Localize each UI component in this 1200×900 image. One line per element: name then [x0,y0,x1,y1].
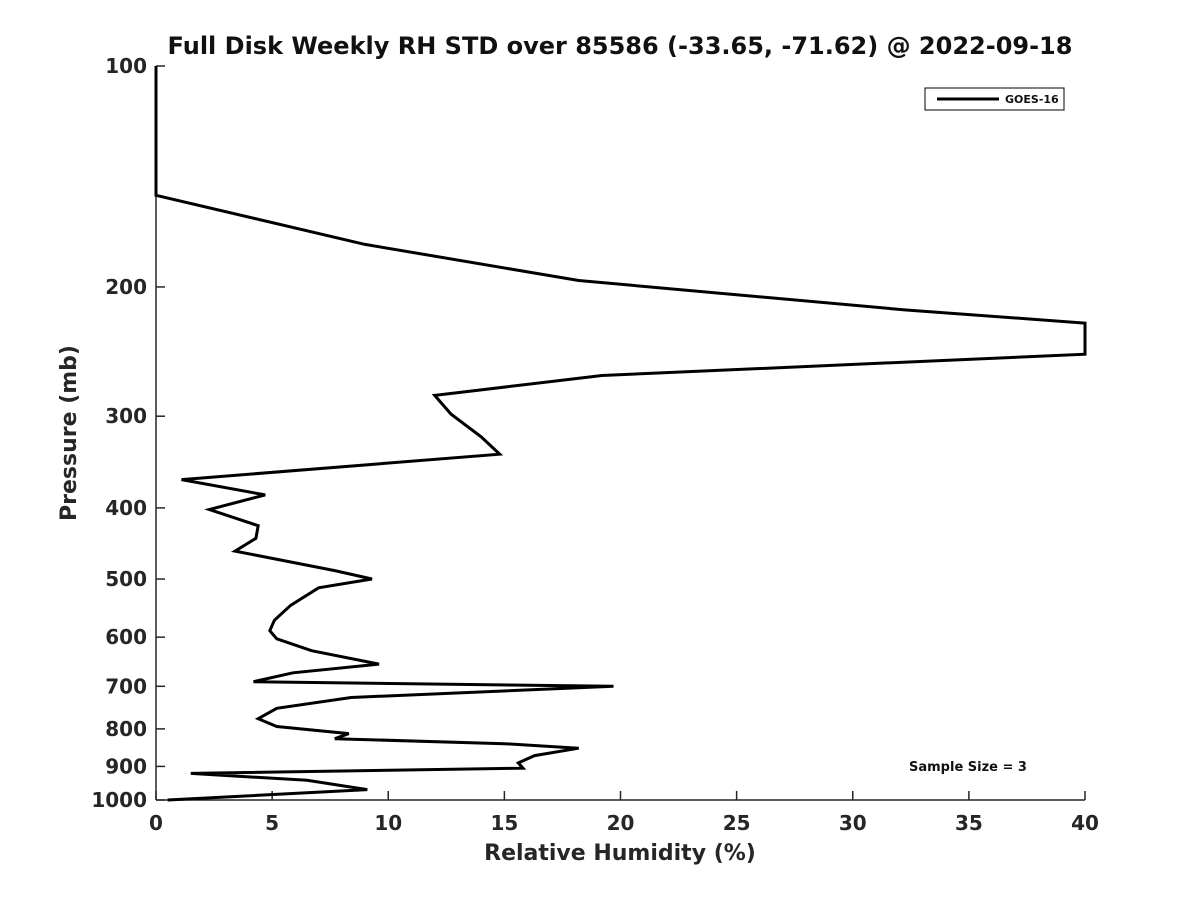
chart-title: Full Disk Weekly RH STD over 85586 (-33.… [168,32,1073,60]
y-tick-label: 500 [105,567,147,591]
x-tick-label: 40 [1071,811,1099,835]
y-tick-label: 200 [105,275,147,299]
y-tick-label: 400 [105,496,147,520]
y-tick-label: 300 [105,404,147,428]
y-tick-label: 600 [105,625,147,649]
x-tick-label: 0 [149,811,163,835]
y-tick-label: 800 [105,717,147,741]
x-axis-label: Relative Humidity (%) [484,841,756,866]
y-tick-label: 700 [105,674,147,698]
y-tick-label: 900 [105,754,147,778]
y-tick-label: 1000 [91,788,147,812]
x-tick-label: 15 [490,811,518,835]
x-tick-label: 30 [839,811,867,835]
x-tick-label: 5 [265,811,279,835]
legend: GOES-16 [924,87,1065,111]
series-line-goes-16 [154,66,1087,802]
y-tick-label: 100 [105,54,147,78]
x-tick-label: 25 [723,811,751,835]
x-tick-label: 35 [955,811,983,835]
legend-label: GOES-16 [1005,93,1059,106]
y-axis-label: Pressure (mb) [57,345,82,521]
plot-axes [155,66,1085,801]
sample-size-annotation: Sample Size = 3 [909,760,1027,775]
x-axis-ticks: 0 5 10 15 20 25 30 35 40 [149,791,1099,835]
x-tick-label: 20 [607,811,635,835]
y-axis-ticks: 100 200 300 400 500 600 700 800 900 1000 [91,54,165,812]
x-tick-label: 10 [374,811,402,835]
